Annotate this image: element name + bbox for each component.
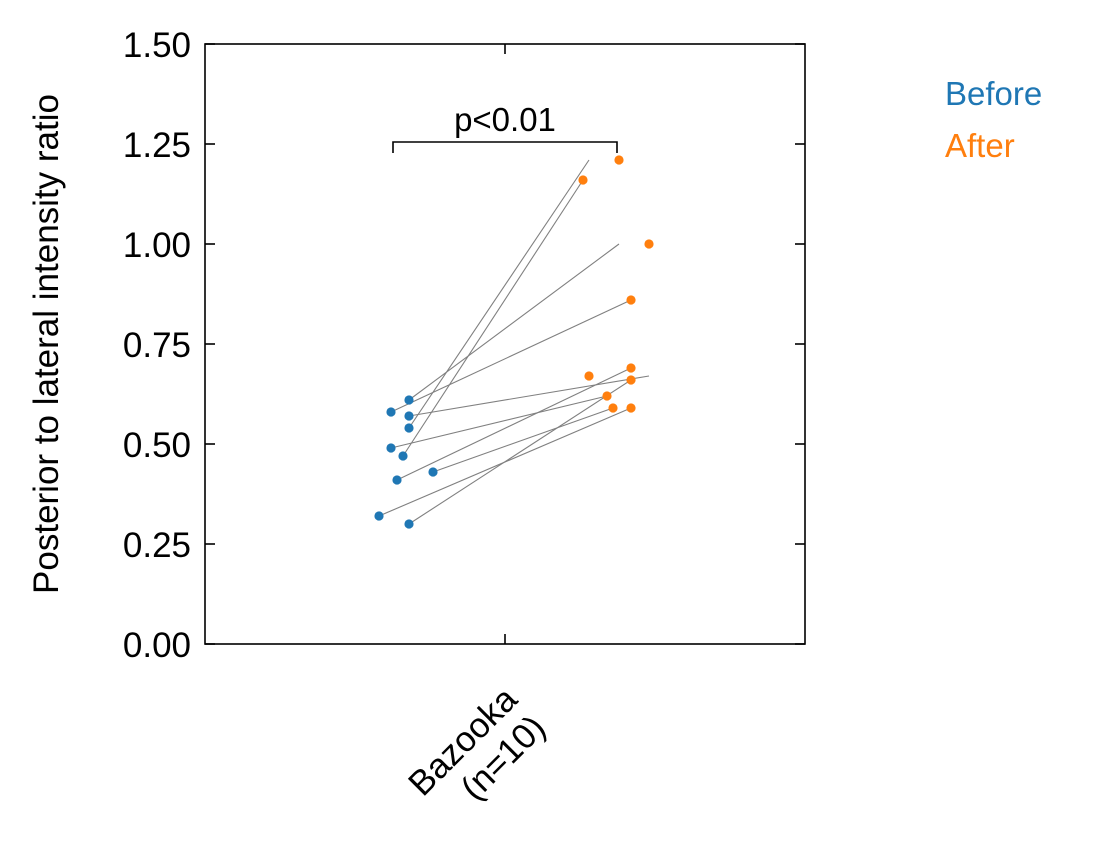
after-points — [578, 155, 654, 413]
before-point — [404, 423, 414, 433]
y-tick-label: 0.25 — [123, 526, 191, 565]
significance-bracket — [392, 141, 618, 153]
before-point — [404, 519, 414, 529]
after-point — [602, 391, 612, 401]
pair-line — [432, 407, 614, 473]
pair-line — [408, 243, 620, 401]
pair-line — [408, 159, 590, 429]
pair-line — [402, 179, 584, 457]
legend-after: After — [945, 127, 1015, 164]
after-point — [626, 403, 636, 413]
y-tick-label: 0.50 — [123, 426, 191, 465]
y-axis-tick-labels: 0.00 0.25 0.50 0.75 1.00 1.25 1.50 — [123, 26, 191, 665]
plot-frame — [204, 43, 806, 645]
before-point — [392, 475, 402, 485]
pair-lines — [378, 159, 650, 525]
before-point — [398, 451, 408, 461]
before-points — [374, 395, 438, 529]
pair-line — [408, 375, 650, 417]
y-tick-label: 1.25 — [123, 126, 191, 165]
before-point — [374, 511, 384, 521]
pair-line — [390, 395, 608, 449]
after-point — [626, 295, 636, 305]
after-point — [584, 371, 594, 381]
legend-before: Before — [945, 75, 1042, 112]
after-point — [578, 175, 588, 185]
y-axis-label: Posterior to lateral intensity ratio — [27, 94, 66, 594]
after-point — [608, 403, 618, 413]
pair-line — [396, 367, 632, 481]
before-point — [428, 467, 438, 477]
y-tick-label: 1.00 — [123, 226, 191, 265]
significance-label: p<0.01 — [454, 101, 556, 138]
y-tick-label: 0.75 — [123, 326, 191, 365]
y-tick-label: 0.00 — [123, 626, 191, 665]
bracket-line — [392, 141, 618, 153]
after-point — [644, 239, 654, 249]
after-point — [614, 155, 624, 165]
before-point — [404, 395, 414, 405]
x-tick-label: Bazooka (n=10) — [401, 679, 553, 807]
after-point — [626, 363, 636, 373]
pair-line — [390, 299, 632, 413]
before-point — [404, 411, 414, 421]
before-point — [386, 443, 396, 453]
y-tick-label: 1.50 — [123, 26, 191, 65]
pair-line — [408, 379, 632, 525]
after-point — [626, 375, 636, 385]
before-point — [386, 407, 396, 417]
